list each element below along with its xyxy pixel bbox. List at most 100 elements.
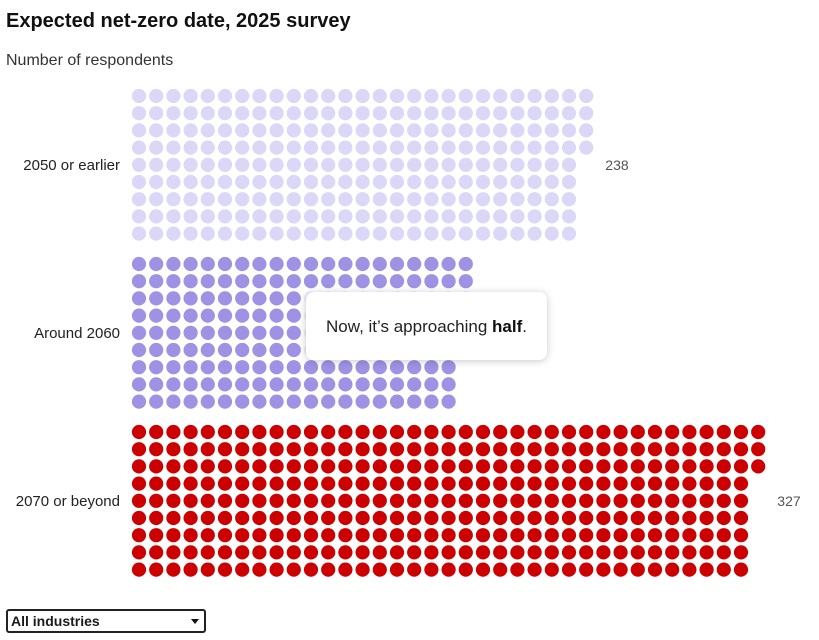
waffle-dot: [458, 459, 473, 474]
waffle-dot: [252, 209, 267, 224]
waffle-dot: [561, 226, 577, 241]
waffle-dot: [561, 140, 577, 155]
waffle-dot: [131, 476, 147, 491]
waffle-dot: [458, 256, 473, 272]
waffle-dot: [183, 209, 198, 224]
value-label: 238: [605, 157, 629, 173]
waffle-dot: [372, 274, 387, 289]
waffle-dot: [183, 510, 198, 526]
waffle-dot: [166, 123, 181, 138]
waffle-dot: [321, 476, 336, 491]
waffle-dot: [131, 325, 147, 340]
waffle-dot: [321, 123, 336, 138]
waffle-dot: [338, 88, 353, 104]
waffle-dot: [441, 476, 456, 491]
waffle-dot: [303, 442, 319, 457]
waffle-dot: [235, 545, 250, 560]
waffle-dot: [217, 209, 233, 224]
waffle-dot: [613, 424, 628, 440]
waffle-dot: [561, 106, 577, 121]
waffle-dot: [544, 226, 559, 241]
waffle-dot: [269, 342, 284, 358]
waffle-dot: [131, 106, 147, 121]
waffle-dot: [252, 493, 267, 508]
waffle-dot: [338, 459, 353, 474]
waffle-dot: [630, 459, 645, 474]
waffle-dot: [286, 394, 301, 409]
waffle-dot: [475, 424, 491, 440]
waffle-dot: [389, 123, 405, 138]
waffle-dot: [733, 493, 749, 508]
waffle-dot: [441, 377, 456, 392]
waffle-dot: [630, 442, 645, 457]
industry-filter-select[interactable]: All industries: [6, 609, 206, 633]
waffle-dot: [200, 256, 215, 272]
waffle-dot: [131, 192, 147, 207]
waffle-dot: [527, 157, 542, 172]
waffle-dot: [389, 545, 405, 560]
waffle-dot: [682, 459, 697, 474]
waffle-dot: [149, 157, 164, 172]
waffle-dot: [149, 459, 164, 474]
waffle-dot: [303, 274, 319, 289]
waffle-dot: [303, 88, 319, 104]
waffle-dot: [200, 291, 215, 306]
waffle-dot: [355, 209, 370, 224]
waffle-dot: [407, 459, 422, 474]
waffle-dot: [407, 192, 422, 207]
waffle-dot: [166, 106, 181, 121]
waffle-dot: [131, 424, 147, 440]
waffle-dot: [458, 174, 473, 190]
waffle-dot: [131, 545, 147, 560]
waffle-dot: [389, 256, 405, 272]
waffle-dot: [544, 459, 559, 474]
waffle-dot: [252, 528, 267, 543]
waffle-dot: [269, 226, 284, 241]
waffle-dot: [424, 140, 439, 155]
waffle-dot: [665, 510, 680, 526]
waffle-dot: [544, 424, 559, 440]
waffle-dot: [424, 226, 439, 241]
waffle-dot: [235, 226, 250, 241]
waffle-dot: [475, 510, 491, 526]
waffle-dot: [372, 562, 387, 577]
waffle-dot: [407, 226, 422, 241]
waffle-dot: [699, 562, 714, 577]
waffle-dot: [544, 88, 559, 104]
waffle-dot: [183, 140, 198, 155]
waffle-dot: [510, 545, 525, 560]
waffle-dot: [716, 528, 731, 543]
waffle-dot: [269, 209, 284, 224]
waffle-dot: [321, 226, 336, 241]
waffle-dot: [166, 140, 181, 155]
waffle-dot: [166, 325, 181, 340]
waffle-dot: [493, 106, 508, 121]
waffle-dot: [372, 123, 387, 138]
waffle-dot: [166, 157, 181, 172]
waffle-dot: [733, 562, 749, 577]
waffle-dot: [200, 157, 215, 172]
waffle-dot: [200, 140, 215, 155]
waffle-dot: [131, 256, 147, 272]
waffle-dot: [286, 325, 301, 340]
waffle-dot: [527, 106, 542, 121]
waffle-dot: [493, 123, 508, 138]
waffle-dot: [252, 106, 267, 121]
waffle-dot: [235, 493, 250, 508]
waffle-dot: [269, 545, 284, 560]
waffle-dot: [699, 442, 714, 457]
waffle-dot: [338, 226, 353, 241]
waffle-dot: [200, 192, 215, 207]
waffle-dot: [338, 476, 353, 491]
waffle-dot: [389, 442, 405, 457]
waffle-dot: [131, 377, 147, 392]
waffle-dot: [286, 174, 301, 190]
waffle-dot: [441, 545, 456, 560]
waffle-dot: [475, 476, 491, 491]
waffle-dot: [252, 192, 267, 207]
waffle-dot: [338, 140, 353, 155]
waffle-dot: [131, 291, 147, 306]
waffle-dot: [149, 274, 164, 289]
waffle-dot: [269, 424, 284, 440]
waffle-dot: [475, 140, 491, 155]
